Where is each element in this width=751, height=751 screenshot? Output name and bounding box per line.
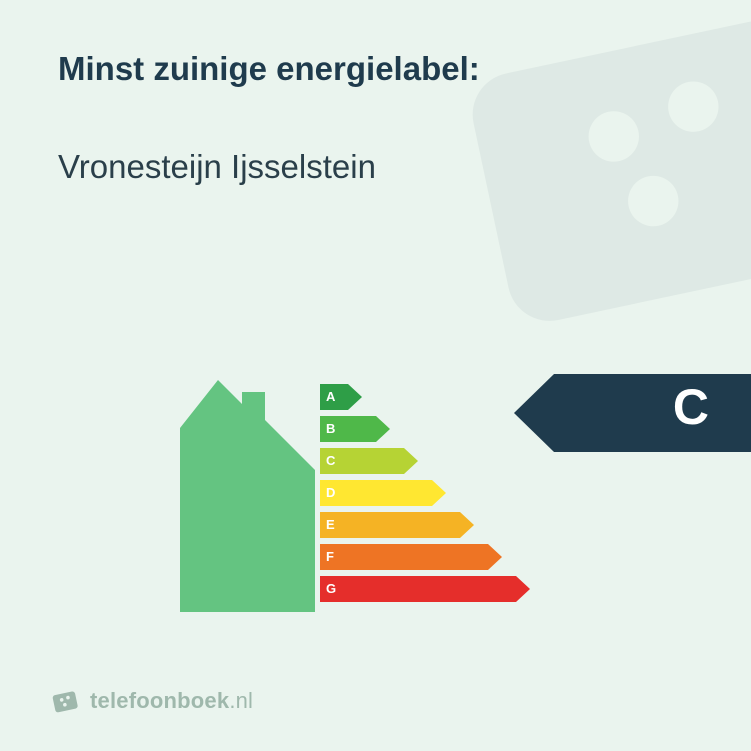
page-title: Minst zuinige energielabel: bbox=[58, 50, 693, 88]
bar-shape bbox=[320, 512, 474, 538]
energy-bars: ABCDEFG bbox=[320, 384, 530, 602]
footer: telefoonboek.nl bbox=[50, 686, 253, 716]
bar-letter: B bbox=[326, 416, 335, 442]
bar-shape bbox=[320, 544, 502, 570]
bar-shape bbox=[320, 480, 446, 506]
footer-brand-light: .nl bbox=[229, 688, 253, 713]
energy-bar-a: A bbox=[320, 384, 530, 410]
content-area: Minst zuinige energielabel: Vronesteijn … bbox=[0, 0, 751, 186]
location-name: Vronesteijn Ijsselstein bbox=[58, 148, 693, 186]
bar-letter: C bbox=[326, 448, 335, 474]
bar-letter: D bbox=[326, 480, 335, 506]
footer-brand-bold: telefoonboek bbox=[90, 688, 229, 713]
house-icon bbox=[180, 380, 315, 612]
energy-bar-c: C bbox=[320, 448, 530, 474]
footer-brand: telefoonboek.nl bbox=[90, 688, 253, 714]
score-arrow: C bbox=[514, 374, 751, 452]
energy-bar-e: E bbox=[320, 512, 530, 538]
energy-bar-d: D bbox=[320, 480, 530, 506]
bar-letter: F bbox=[326, 544, 334, 570]
energy-bar-f: F bbox=[320, 544, 530, 570]
bar-letter: G bbox=[326, 576, 336, 602]
bar-letter: A bbox=[326, 384, 335, 410]
energy-bar-b: B bbox=[320, 416, 530, 442]
bar-shape bbox=[320, 576, 530, 602]
bar-letter: E bbox=[326, 512, 335, 538]
energy-bar-g: G bbox=[320, 576, 530, 602]
score-letter: C bbox=[673, 382, 709, 432]
logo-icon bbox=[50, 686, 80, 716]
